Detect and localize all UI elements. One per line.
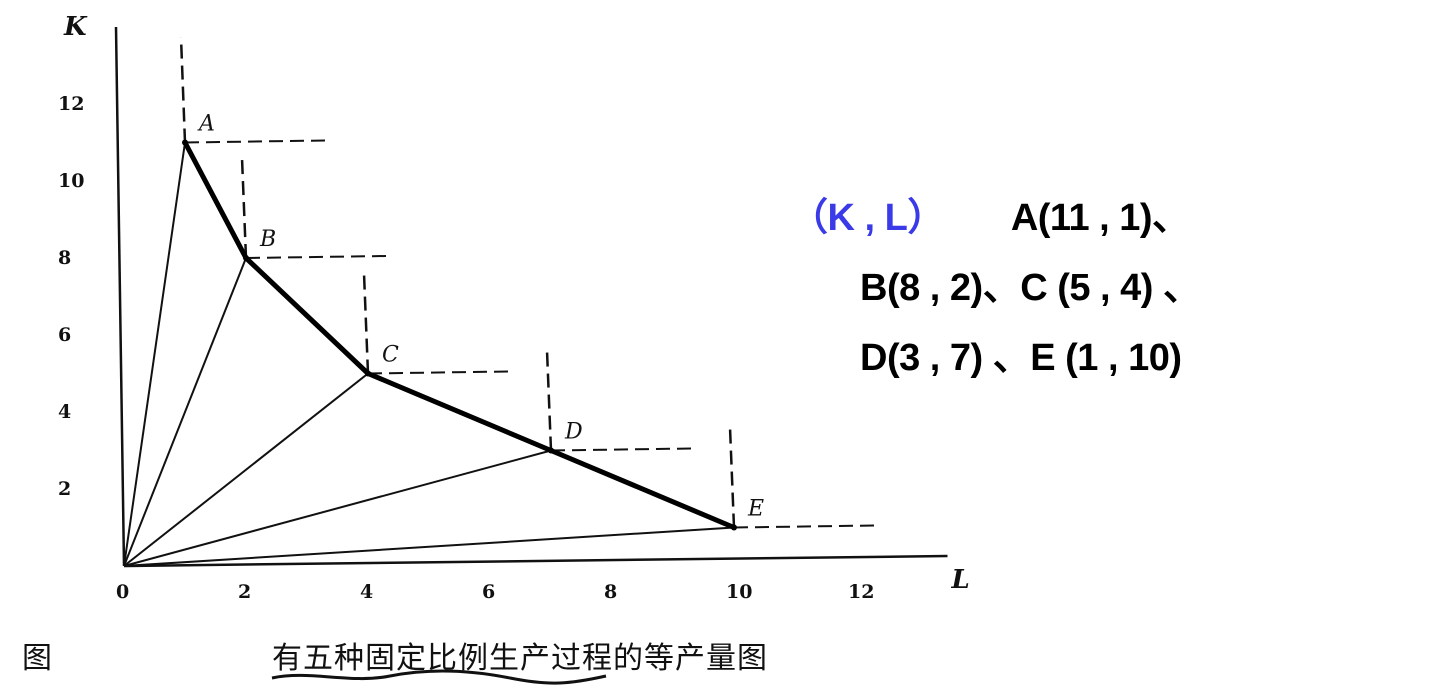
- y-axis-line: [114, 26, 126, 567]
- y-tick-label: 2: [58, 478, 71, 500]
- y-tick-label: 12: [58, 93, 84, 115]
- point-c: [365, 370, 371, 377]
- fixed-proportion-dashes: [179, 37, 875, 529]
- ray-e: [123, 526, 735, 567]
- ray-c: [123, 372, 369, 567]
- x-tick-label: 8: [604, 581, 617, 603]
- isoquant-curve: [182, 139, 737, 531]
- annotation-points-a: A(11 , 1)、: [1010, 197, 1190, 239]
- figure-caption: 有五种固定比例生产过程的等产量图: [272, 641, 768, 676]
- x-tick-label: 12: [848, 581, 874, 603]
- dash-horizontal-e: [733, 524, 875, 529]
- ray-a: [123, 142, 186, 567]
- x-axis-line: [123, 554, 948, 568]
- annotation-line-1: （K , L） A(11 , 1)、: [790, 186, 1190, 241]
- caption-underline: [271, 669, 607, 685]
- annotation-line-3: D(3 , 7) 、E (1 , 10): [860, 337, 1182, 379]
- dash-vertical-c: [362, 273, 370, 374]
- point-d: [548, 447, 554, 454]
- process-rays: [123, 142, 735, 567]
- point-e: [731, 524, 737, 531]
- isoquant-polyline: [182, 141, 735, 530]
- y-axis-title: K: [63, 12, 88, 42]
- chart-labels: A B C D E: [197, 112, 764, 522]
- x-tick-label: 10: [726, 581, 752, 603]
- point-label-c: C: [382, 343, 399, 368]
- point-label-b: B: [259, 227, 276, 252]
- point-b: [243, 255, 249, 261]
- axes: L K 0 2 4 6 8 10 12 2 4 6 8 10 12: [58, 12, 970, 603]
- ray-b: [123, 257, 247, 567]
- figure-label: 图: [22, 641, 52, 676]
- dash-vertical-a: [179, 37, 187, 143]
- dash-vertical-b: [240, 157, 248, 259]
- dash-horizontal-d: [550, 447, 692, 452]
- annotation-line-2: B(8 , 2)、C (5 , 4) 、: [860, 267, 1201, 309]
- x-tick-label: 6: [482, 581, 495, 603]
- point-label-e: E: [747, 497, 764, 522]
- annotation-header: （K , L）: [790, 197, 945, 239]
- point-label-a: A: [197, 112, 215, 137]
- y-tick-label: 10: [58, 170, 84, 192]
- x-tick-label: 4: [360, 581, 373, 603]
- dash-vertical-e: [728, 427, 736, 528]
- dash-horizontal-c: [367, 370, 509, 375]
- dash-vertical-d: [545, 350, 553, 451]
- x-axis-title: L: [951, 565, 970, 595]
- dash-horizontal-a: [184, 139, 326, 144]
- x-tick-label: 2: [238, 581, 251, 603]
- y-tick-label: 8: [58, 247, 71, 269]
- point-label-d: D: [564, 420, 583, 445]
- y-tick-label: 4: [58, 401, 71, 423]
- x-tick-label: 0: [116, 581, 129, 603]
- y-tick-label: 6: [58, 324, 71, 346]
- point-a: [182, 139, 188, 146]
- ray-d: [123, 449, 552, 567]
- dash-horizontal-b: [245, 255, 387, 259]
